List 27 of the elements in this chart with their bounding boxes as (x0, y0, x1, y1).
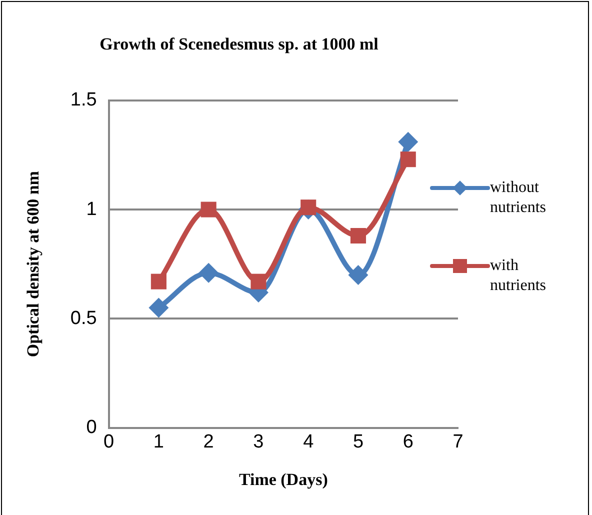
point (400, 152, 416, 168)
legend-label: with nutrients (490, 256, 547, 296)
point (250, 274, 266, 290)
point (198, 262, 219, 283)
x-tick-label: 2 (203, 431, 214, 452)
point (348, 265, 368, 286)
point (200, 202, 216, 218)
y-tick-label: 0.5 (70, 308, 97, 329)
point (300, 200, 316, 216)
y-axis-title: Optical density at 600 nm (24, 171, 43, 358)
y-tick-label: 1 (86, 198, 97, 220)
x-axis-title: Time (Days) (238, 470, 328, 490)
y-tick-label: 1.5 (70, 90, 97, 111)
point (148, 298, 169, 318)
y-tick-label: 0 (86, 417, 97, 438)
x-tick-label: 4 (303, 431, 314, 452)
x-tick-label: 3 (253, 431, 264, 452)
x-tick-label: 0 (104, 431, 114, 452)
point (398, 132, 418, 152)
point (150, 274, 166, 290)
x-tick-label: 6 (402, 431, 414, 452)
point (350, 228, 366, 244)
x-tick-label: 5 (352, 431, 364, 452)
x-tick-label: 7 (452, 431, 464, 452)
x-tick-label: 1 (153, 431, 164, 452)
legend-label: without nutrients (490, 178, 547, 218)
chart-title: Growth of Scenedesmus sp. at 1000 ml (100, 34, 379, 54)
